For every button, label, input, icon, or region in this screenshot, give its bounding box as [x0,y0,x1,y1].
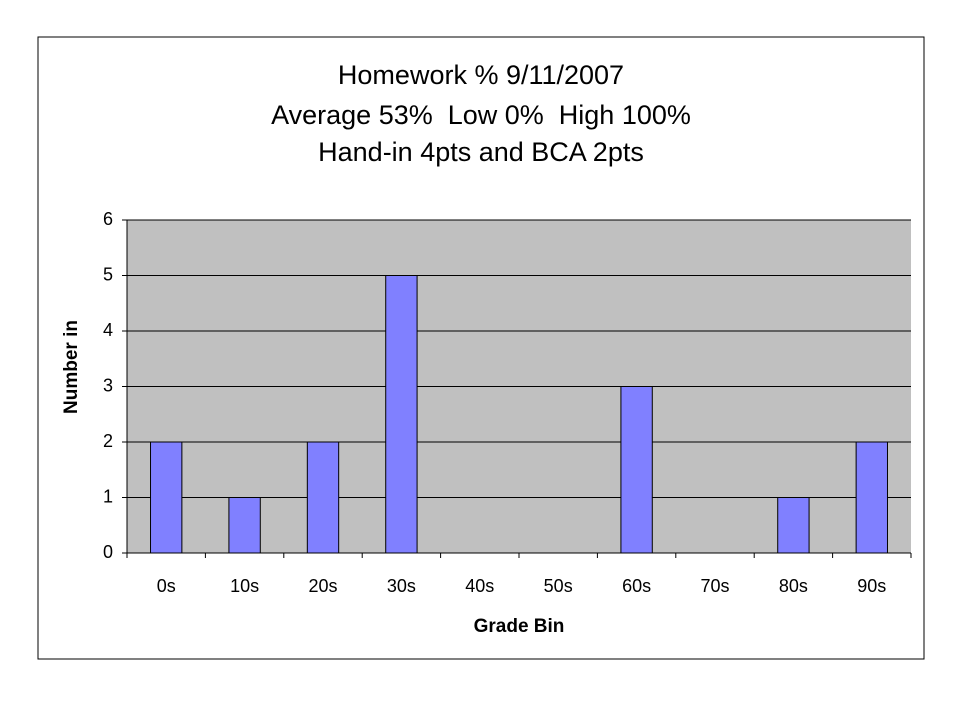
x-tick-label: 50s [544,576,573,596]
x-axis-title: Grade Bin [474,616,565,637]
x-tick-label: 70s [700,576,729,596]
y-axis-title: Number in [61,320,82,414]
x-tick-label: 90s [857,576,886,596]
y-tick-label: 2 [103,431,113,451]
y-tick-label: 6 [103,209,113,229]
chart-subtitle: Hand-in 4pts and BCA 2pts [318,137,644,167]
x-tick-label: 20s [308,576,337,596]
bar [306,441,340,554]
x-tick-label: 80s [779,576,808,596]
x-tick-label: 30s [387,576,416,596]
x-tick-label: 40s [465,576,494,596]
bar [150,441,183,554]
bar [620,386,653,554]
bar [777,497,810,554]
y-tick-label: 0 [103,542,113,562]
y-tick-label: 3 [103,375,113,395]
x-tick-label: 10s [230,576,259,596]
y-tick-label: 4 [103,320,113,340]
chart-title: Homework % 9/11/2007 [338,60,624,90]
bar [385,275,418,554]
x-tick-label: 60s [622,576,651,596]
bar [855,441,888,554]
bar [228,497,261,554]
x-tick-label: 0s [157,576,176,596]
y-tick-label: 1 [103,486,113,506]
y-tick-label: 5 [103,264,113,284]
chart-subtitle: Average 53% Low 0% High 100% [271,100,691,130]
